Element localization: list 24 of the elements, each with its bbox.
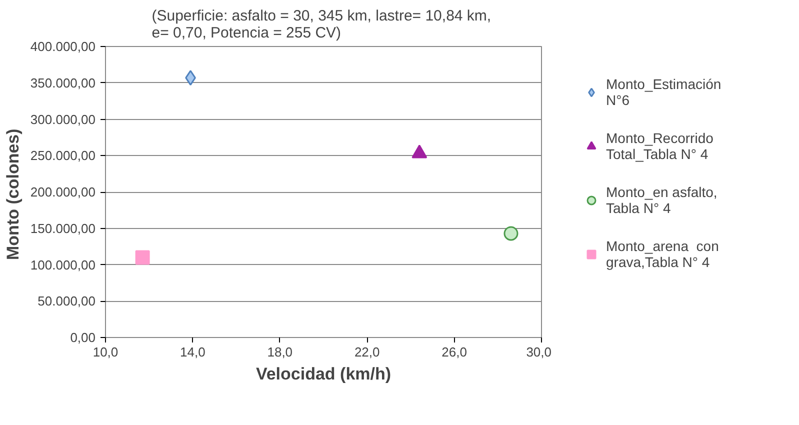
x-tick-label: 18,0: [267, 344, 293, 360]
y-tick-label: 400.000,00: [30, 39, 96, 54]
point: [504, 226, 518, 241]
y-tick-label: 200.000,00: [30, 184, 96, 200]
x-tick-label: 22,0: [354, 344, 380, 360]
legend-label: Monto_Recorrido Total_Tabla N° 4: [606, 130, 714, 162]
legend-label: Monto_Estimación N°6: [606, 76, 722, 108]
y-axis-title: Monto (colones): [3, 128, 22, 260]
x-tick-label: 30,0: [526, 344, 552, 360]
legend-label: Monto_arena con grava,Tabla N° 4: [606, 238, 719, 270]
x-axis-title: Velocidad (km/h): [256, 364, 392, 384]
point: [135, 250, 150, 265]
x-tick-label: 26,0: [442, 344, 467, 360]
y-tick-label: 150.000,00: [30, 220, 96, 236]
y-tick-label: 350.000,00: [30, 75, 96, 90]
y-tick-label: 300.000,00: [30, 112, 96, 127]
y-tick-label: 100.000,00: [30, 257, 96, 272]
chart-title: (Superficie: asfalto = 30, 345 km, lastre= 10,84 km, e= 0,70, Potencia = 255 CV): [152, 8, 492, 42]
y-tick-label: 0,00: [70, 330, 96, 345]
legend-label: Monto_en asfalto, Tabla N° 4: [606, 184, 718, 216]
y-tick-label: 50.000,00: [38, 294, 96, 309]
x-tick-label: 14,0: [180, 344, 206, 360]
x-tick-label: 10,0: [92, 344, 118, 360]
y-tick-label: 250.000,00: [30, 148, 96, 164]
